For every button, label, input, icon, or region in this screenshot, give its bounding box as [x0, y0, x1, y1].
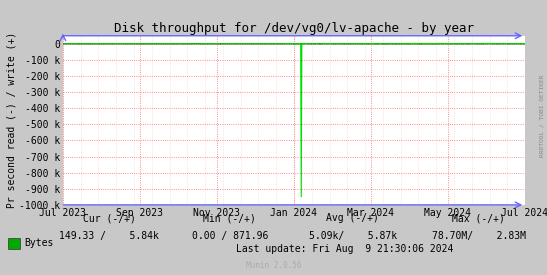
Text: Last update: Fri Aug  9 21:30:06 2024: Last update: Fri Aug 9 21:30:06 2024: [236, 244, 453, 254]
Text: 149.33 /    5.84k: 149.33 / 5.84k: [60, 231, 159, 241]
Text: 78.70M/    2.83M: 78.70M/ 2.83M: [432, 231, 526, 241]
Text: 0.00 / 871.96: 0.00 / 871.96: [191, 231, 268, 241]
Text: RRDTOOL / TOBI OETIKER: RRDTOOL / TOBI OETIKER: [539, 74, 544, 157]
Text: Bytes: Bytes: [25, 238, 54, 248]
Title: Disk throughput for /dev/vg0/lv-apache - by year: Disk throughput for /dev/vg0/lv-apache -…: [114, 21, 474, 35]
Text: Max (-/+): Max (-/+): [452, 213, 505, 223]
Text: Min (-/+): Min (-/+): [203, 213, 256, 223]
Text: 5.09k/    5.87k: 5.09k/ 5.87k: [309, 231, 397, 241]
Y-axis label: Pr second read (-) / write (+): Pr second read (-) / write (+): [6, 32, 16, 208]
Text: Cur (-/+): Cur (-/+): [83, 213, 136, 223]
Text: Munin 2.0.56: Munin 2.0.56: [246, 261, 301, 270]
Text: Avg (-/+): Avg (-/+): [327, 213, 379, 223]
